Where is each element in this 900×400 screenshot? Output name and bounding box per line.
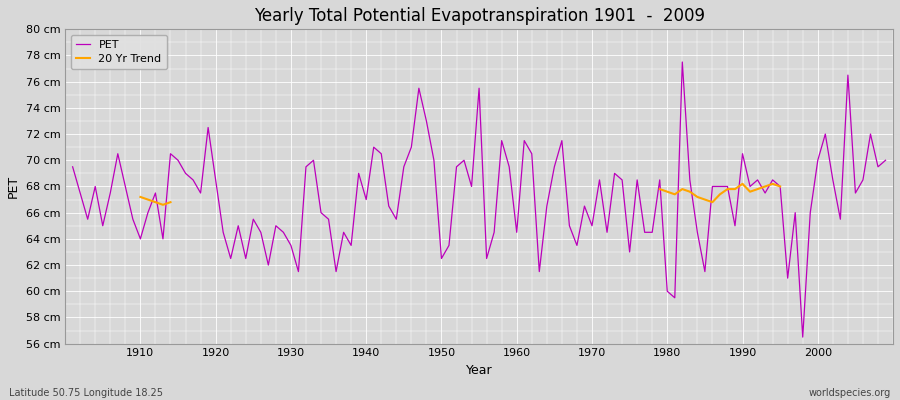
20 Yr Trend (150, 200, 161, 204)
20 Yr Trend (142, 197, 153, 202)
Line: PET: PET (73, 62, 886, 337)
PET (880, 158, 891, 163)
PET (293, 269, 304, 274)
PET (504, 164, 515, 169)
PET (68, 164, 78, 169)
20 Yr Trend (135, 194, 146, 199)
20 Yr Trend (165, 200, 176, 204)
PET (677, 60, 688, 64)
Text: worldspecies.org: worldspecies.org (809, 388, 891, 398)
Line: 20 Yr Trend: 20 Yr Trend (140, 197, 170, 205)
X-axis label: Year: Year (466, 364, 492, 377)
PET (601, 230, 612, 235)
PET (511, 230, 522, 235)
Y-axis label: PET: PET (7, 175, 20, 198)
PET (128, 217, 139, 222)
PET (797, 335, 808, 340)
20 Yr Trend (158, 202, 168, 207)
Title: Yearly Total Potential Evapotranspiration 1901  -  2009: Yearly Total Potential Evapotranspiratio… (254, 7, 705, 25)
Text: Latitude 50.75 Longitude 18.25: Latitude 50.75 Longitude 18.25 (9, 388, 163, 398)
PET (338, 230, 349, 235)
Legend: PET, 20 Yr Trend: PET, 20 Yr Trend (71, 35, 167, 70)
